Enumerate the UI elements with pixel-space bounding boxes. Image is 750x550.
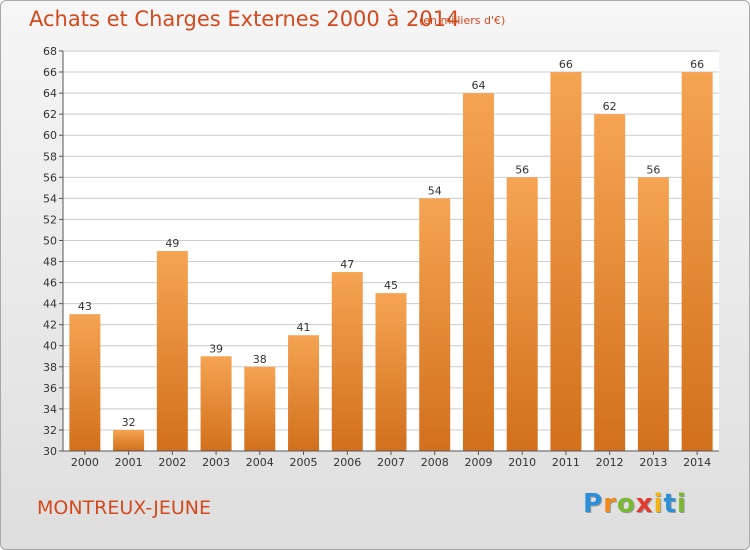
data-label: 38 xyxy=(253,353,267,366)
y-tick-label: 42 xyxy=(43,319,57,332)
y-tick-label: 62 xyxy=(43,108,57,121)
x-tick-label: 2010 xyxy=(508,456,536,469)
logo-letter: t xyxy=(663,489,677,519)
data-label: 39 xyxy=(209,342,223,355)
bar xyxy=(288,335,320,451)
bar xyxy=(506,177,538,451)
bar xyxy=(113,429,145,451)
data-label: 56 xyxy=(646,163,660,176)
x-tick-label: 2008 xyxy=(421,456,449,469)
y-tick-label: 34 xyxy=(43,403,57,416)
y-tick-label: 64 xyxy=(43,87,57,100)
bar xyxy=(69,314,101,451)
data-label: 54 xyxy=(428,184,442,197)
logo-letter: i xyxy=(653,489,664,519)
data-label: 49 xyxy=(165,237,179,250)
y-tick-label: 36 xyxy=(43,382,57,395)
y-tick-label: 52 xyxy=(43,213,57,226)
bar xyxy=(550,72,582,451)
y-tick-label: 68 xyxy=(43,45,57,58)
bar xyxy=(156,251,188,451)
data-label: 66 xyxy=(690,58,704,71)
data-label: 41 xyxy=(297,321,311,334)
bar xyxy=(375,293,407,451)
x-tick-label: 2013 xyxy=(639,456,667,469)
bar xyxy=(594,114,626,451)
data-label: 66 xyxy=(559,58,573,71)
x-tick-label: 2000 xyxy=(71,456,99,469)
place-name: MONTREUX-JEUNE xyxy=(37,497,211,519)
bar xyxy=(244,366,276,451)
data-label: 43 xyxy=(78,300,92,313)
y-tick-label: 54 xyxy=(43,192,57,205)
data-label: 47 xyxy=(340,258,354,271)
bar xyxy=(637,177,669,451)
y-tick-label: 38 xyxy=(43,361,57,374)
bar xyxy=(331,272,363,451)
bar xyxy=(681,72,713,451)
x-tick-label: 2009 xyxy=(464,456,492,469)
y-tick-label: 56 xyxy=(43,171,57,184)
bar xyxy=(462,93,494,452)
proxiti-logo: Proxiti xyxy=(583,489,687,519)
x-tick-label: 2014 xyxy=(683,456,711,469)
logo-letter: r xyxy=(603,489,617,519)
x-tick-label: 2007 xyxy=(377,456,405,469)
x-tick-label: 2002 xyxy=(158,456,186,469)
y-tick-label: 60 xyxy=(43,129,57,142)
logo-letter: x xyxy=(635,489,654,519)
x-tick-label: 2011 xyxy=(552,456,580,469)
chart-subtitle: (en milliers d'€) xyxy=(419,14,506,27)
logo-letter: P xyxy=(583,489,604,519)
y-tick-label: 30 xyxy=(43,445,57,458)
x-tick-label: 2001 xyxy=(115,456,143,469)
y-tick-label: 44 xyxy=(43,298,57,311)
data-label: 56 xyxy=(515,163,529,176)
logo-letter: i xyxy=(676,489,687,519)
bar xyxy=(200,356,232,451)
x-tick-label: 2003 xyxy=(202,456,230,469)
y-tick-label: 46 xyxy=(43,277,57,290)
chart-title: Achats et Charges Externes 2000 à 2014 xyxy=(29,7,460,31)
x-tick-label: 2004 xyxy=(246,456,274,469)
data-label: 64 xyxy=(471,79,485,92)
data-label: 62 xyxy=(603,100,617,113)
y-tick-label: 66 xyxy=(43,66,57,79)
logo-letter: o xyxy=(616,489,636,519)
y-tick-label: 58 xyxy=(43,150,57,163)
x-tick-label: 2005 xyxy=(290,456,318,469)
x-tick-label: 2006 xyxy=(333,456,361,469)
x-tick-label: 2012 xyxy=(596,456,624,469)
y-tick-label: 32 xyxy=(43,424,57,437)
y-tick-label: 50 xyxy=(43,234,57,247)
data-label: 45 xyxy=(384,279,398,292)
bar xyxy=(419,198,451,451)
y-tick-label: 40 xyxy=(43,340,57,353)
y-tick-label: 48 xyxy=(43,256,57,269)
data-label: 32 xyxy=(122,416,136,429)
